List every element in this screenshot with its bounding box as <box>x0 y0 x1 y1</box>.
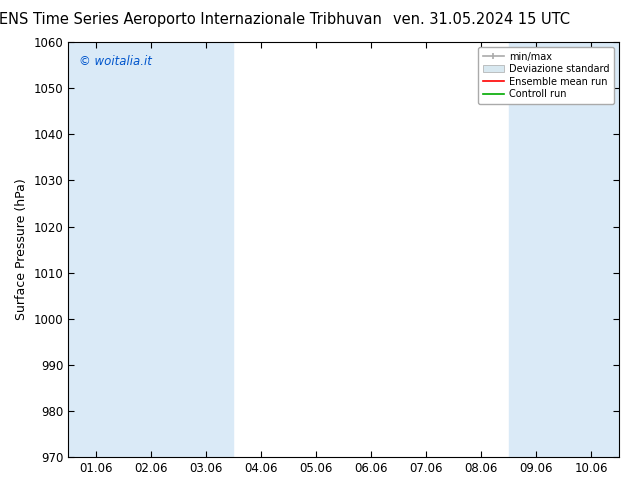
Bar <box>68 42 233 457</box>
Text: ven. 31.05.2024 15 UTC: ven. 31.05.2024 15 UTC <box>393 12 571 27</box>
Text: © woitalia.it: © woitalia.it <box>79 54 152 68</box>
Y-axis label: Surface Pressure (hPa): Surface Pressure (hPa) <box>15 179 28 320</box>
Bar <box>509 42 634 457</box>
Legend: min/max, Deviazione standard, Ensemble mean run, Controll run: min/max, Deviazione standard, Ensemble m… <box>477 47 614 104</box>
Text: ENS Time Series Aeroporto Internazionale Tribhuvan: ENS Time Series Aeroporto Internazionale… <box>0 12 382 27</box>
